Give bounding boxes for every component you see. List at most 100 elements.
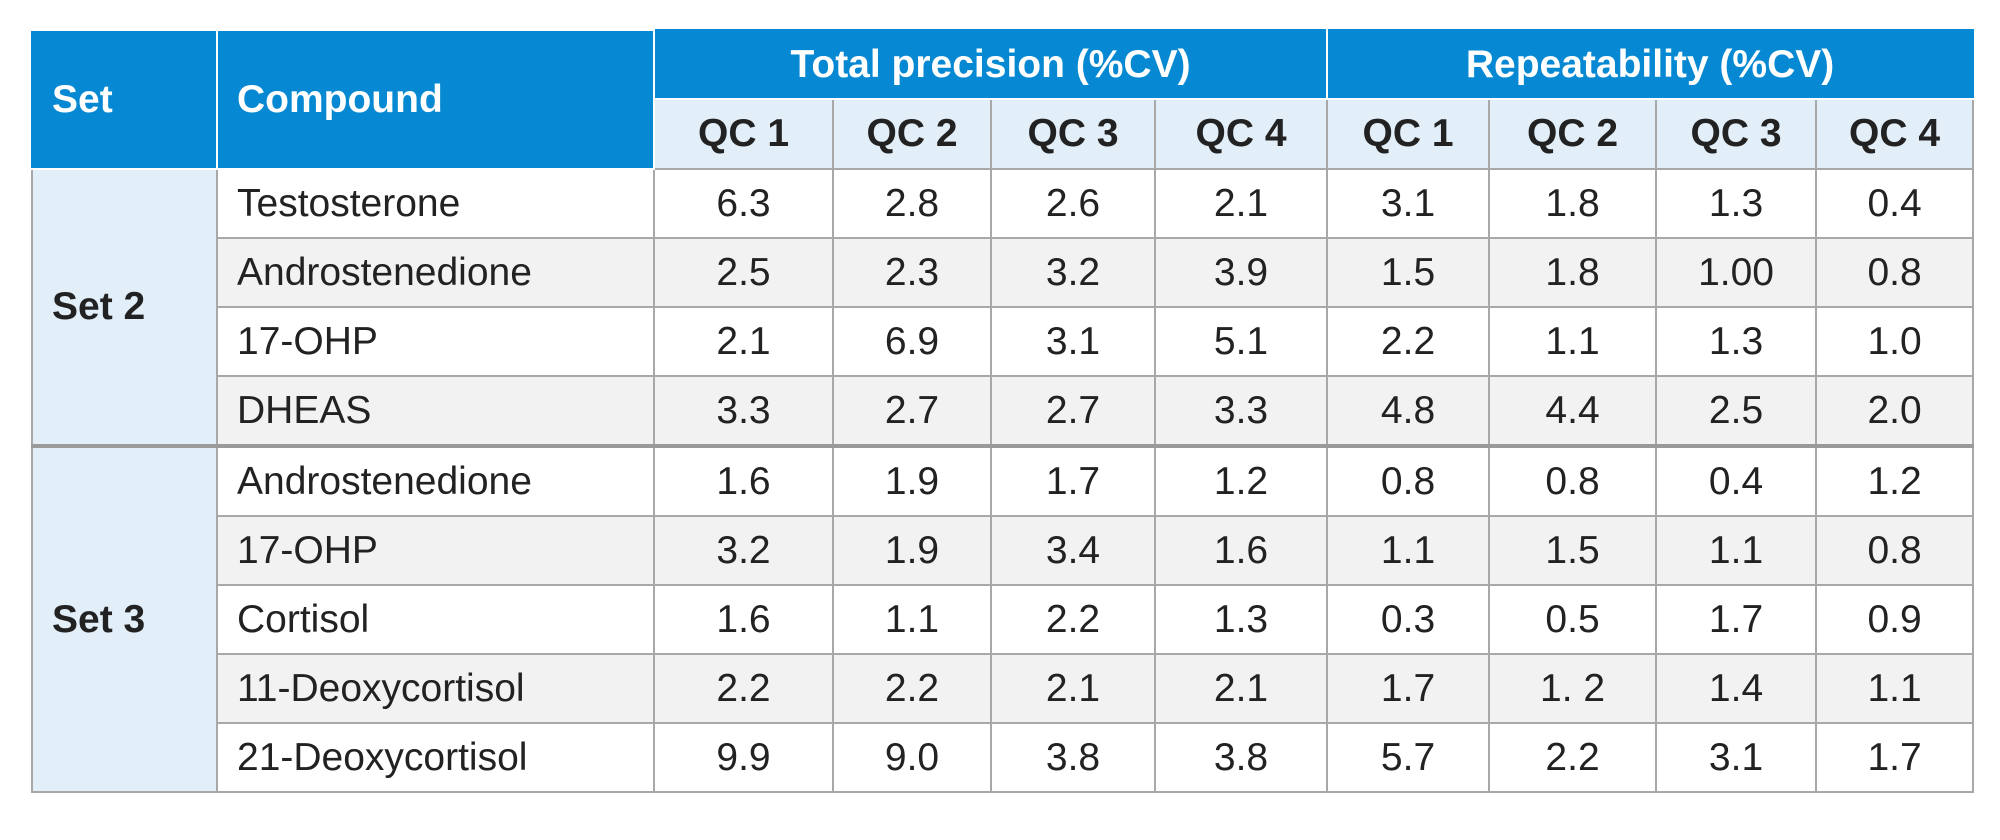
total-precision-cell: 1.9 xyxy=(832,444,992,517)
total-precision-cell: 3.4 xyxy=(990,515,1156,586)
table-row: Set 3 Androstenedione 1.6 1.9 1.7 1.2 0.8 0.8 0.… xyxy=(31,444,1975,793)
total-precision-cell: 1.1 xyxy=(832,584,992,655)
total-precision-cell: 6.3 xyxy=(653,168,834,239)
repeatability-cell: 1. 2 xyxy=(1488,653,1658,724)
repeatability-cell: 1.4 xyxy=(1655,653,1818,724)
total-precision-cell: 9.0 xyxy=(832,722,992,793)
total-precision-cell: 1.2 xyxy=(1153,444,1329,517)
repeatability-cell: 0.4 xyxy=(1655,444,1818,517)
compound-cell: 17-OHP xyxy=(216,515,655,586)
total-precision-header: Total precision (%CV) xyxy=(652,29,1329,100)
table-row: 21-Deoxycortisol 9.9 9.0 3.8 3.8 5.7 2.2 3.1 1.7 xyxy=(32,722,1975,793)
precision-table-container: Set Compound Total precision (%CV) Repea… xyxy=(31,29,1975,793)
repeatability-cell: 2.0 xyxy=(1815,375,1975,447)
compound-column-header: Compound xyxy=(216,29,655,170)
total-precision-cell: 3.3 xyxy=(653,375,834,447)
repeatability-cell: 3.1 xyxy=(1326,168,1491,239)
total-precision-cell: 1.3 xyxy=(1153,584,1329,655)
total-precision-cell: 2.2 xyxy=(653,653,834,724)
repeatability-cell: 0.8 xyxy=(1815,237,1975,308)
repeatability-cell: 1.3 xyxy=(1655,168,1818,239)
set-label: Set 2 xyxy=(31,168,218,447)
repeatability-cell: 2.5 xyxy=(1655,375,1818,447)
repeat-qc-header: QC 4 xyxy=(1815,98,1975,170)
table-row: Cortisol 1.6 1.1 2.2 1.3 0.3 0.5 1.7 0.9 xyxy=(32,584,1975,655)
compound-cell: DHEAS xyxy=(216,375,655,447)
total-precision-cell: 2.7 xyxy=(832,375,992,447)
total-precision-cell: 2.7 xyxy=(990,375,1156,447)
repeatability-cell: 4.8 xyxy=(1326,375,1491,447)
repeatability-cell: 1.00 xyxy=(1655,237,1818,308)
repeatability-cell: 1.8 xyxy=(1488,237,1658,308)
table-row: DHEAS 3.3 2.7 2.7 3.3 4.8 4.4 2.5 2.0 xyxy=(32,375,1975,447)
total-qc-header: QC 4 xyxy=(1153,98,1329,170)
compound-cell: 21-Deoxycortisol xyxy=(216,722,655,793)
total-precision-cell: 3.3 xyxy=(1153,375,1329,447)
compound-cell: 11-Deoxycortisol xyxy=(216,653,655,724)
total-precision-cell: 3.9 xyxy=(1153,237,1329,308)
set-label: Set 3 xyxy=(31,444,218,793)
repeatability-cell: 0.8 xyxy=(1815,515,1975,586)
total-precision-cell: 1.9 xyxy=(832,515,992,586)
table-row: Androstenedione 2.5 2.3 3.2 3.9 1.5 1.8 1.00 0.8 xyxy=(32,237,1975,308)
total-precision-cell: 1.6 xyxy=(1153,515,1329,586)
repeatability-cell: 0.5 xyxy=(1488,584,1658,655)
repeatability-header: Repeatability (%CV) xyxy=(1326,29,1975,100)
repeatability-cell: 1.7 xyxy=(1326,653,1491,724)
repeatability-cell: 1.3 xyxy=(1655,306,1818,377)
total-precision-cell: 3.8 xyxy=(1153,722,1329,793)
repeatability-cell: 1.2 xyxy=(1815,444,1975,517)
total-precision-cell: 2.1 xyxy=(990,653,1156,724)
repeatability-cell: 1.1 xyxy=(1815,653,1975,724)
total-precision-cell: 3.2 xyxy=(653,515,834,586)
total-precision-cell: 2.1 xyxy=(1153,168,1329,239)
total-precision-cell: 1.6 xyxy=(653,584,834,655)
repeat-qc-header: QC 3 xyxy=(1655,98,1818,170)
repeatability-cell: 0.8 xyxy=(1326,444,1491,517)
total-precision-cell: 2.2 xyxy=(990,584,1156,655)
repeatability-cell: 1.5 xyxy=(1488,515,1658,586)
compound-cell: Cortisol xyxy=(216,584,655,655)
header-row-groups: Set Compound Total precision (%CV) Repea… xyxy=(31,29,1975,170)
total-qc-header: QC 2 xyxy=(832,98,992,170)
repeatability-cell: 2.2 xyxy=(1326,306,1491,377)
total-precision-cell: 2.3 xyxy=(832,237,992,308)
total-precision-cell: 3.1 xyxy=(990,306,1156,377)
repeatability-cell: 1.1 xyxy=(1655,515,1818,586)
repeatability-cell: 5.7 xyxy=(1326,722,1491,793)
total-precision-cell: 3.8 xyxy=(990,722,1156,793)
total-precision-cell: 1.6 xyxy=(653,444,834,517)
repeatability-cell: 2.2 xyxy=(1488,722,1658,793)
repeatability-cell: 1.5 xyxy=(1326,237,1491,308)
repeatability-cell: 3.1 xyxy=(1655,722,1818,793)
total-precision-cell: 2.1 xyxy=(653,306,834,377)
repeatability-cell: 1.7 xyxy=(1815,722,1975,793)
repeat-qc-header: QC 1 xyxy=(1326,98,1491,170)
total-precision-cell: 3.2 xyxy=(990,237,1156,308)
repeatability-cell: 0.9 xyxy=(1815,584,1975,655)
table-row: 11-Deoxycortisol 2.2 2.2 2.1 2.1 1.7 1. 2 1.4 1.… xyxy=(32,653,1975,724)
repeatability-cell: 0.4 xyxy=(1815,168,1975,239)
table-header: Set Compound Total precision (%CV) Repea… xyxy=(31,29,1975,170)
total-qc-header: QC 1 xyxy=(653,98,834,170)
total-precision-cell: 2.2 xyxy=(832,653,992,724)
repeatability-cell: 1.0 xyxy=(1815,306,1975,377)
repeatability-cell: 1.1 xyxy=(1488,306,1658,377)
total-precision-cell: 5.1 xyxy=(1153,306,1329,377)
repeatability-cell: 1.8 xyxy=(1488,168,1658,239)
table-row: Set 2 Testosterone 6.3 2.8 2.6 2.1 3.1 1.8 1.3 0.… xyxy=(31,168,1975,447)
total-precision-cell: 6.9 xyxy=(832,306,992,377)
table-row: 17-OHP 3.2 1.9 3.4 1.6 1.1 1.5 1.1 0.8 xyxy=(32,515,1975,586)
set-column-header: Set xyxy=(31,29,218,170)
header-row-qc: QC 1 QC 2 QC 3 QC 4 QC 1 QC 2 QC 3 QC 4 xyxy=(32,98,1975,170)
repeatability-cell: 0.8 xyxy=(1488,444,1658,517)
repeatability-cell: 1.7 xyxy=(1655,584,1818,655)
compound-cell: 17-OHP xyxy=(216,306,655,377)
table-body: Set 2 Testosterone 6.3 2.8 2.6 2.1 3.1 1.8 1.3 0.… xyxy=(31,168,1975,793)
compound-cell: Testosterone xyxy=(216,168,655,239)
table-row: 17-OHP 2.1 6.9 3.1 5.1 2.2 1.1 1.3 1.0 xyxy=(32,306,1975,377)
repeat-qc-header: QC 2 xyxy=(1488,98,1658,170)
total-precision-cell: 1.7 xyxy=(990,444,1156,517)
precision-table: Set Compound Total precision (%CV) Repea… xyxy=(31,29,1975,793)
total-qc-header: QC 3 xyxy=(990,98,1156,170)
